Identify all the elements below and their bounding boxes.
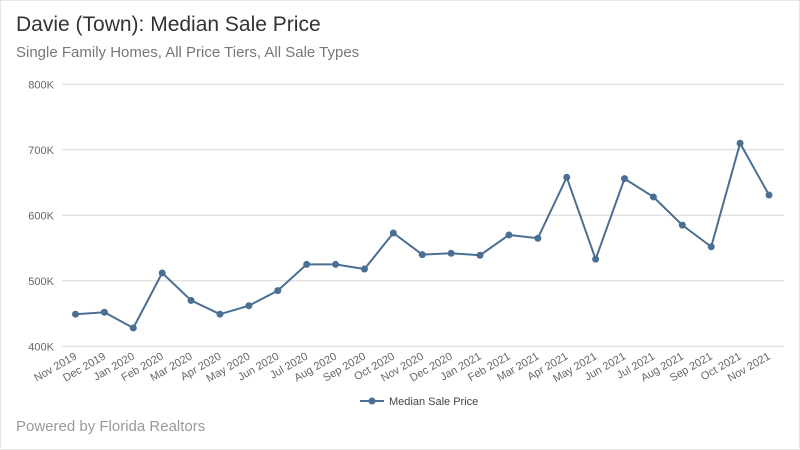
data-point	[649, 193, 657, 201]
data-point	[765, 191, 773, 199]
data-point	[100, 308, 108, 316]
chart-subtitle: Single Family Homes, All Price Tiers, Al…	[16, 44, 360, 61]
y-tick-label: 500K	[28, 276, 54, 288]
data-point	[187, 296, 195, 304]
data-point	[447, 249, 455, 257]
legend-marker	[368, 397, 376, 405]
data-point	[621, 175, 629, 183]
data-point	[158, 269, 166, 277]
data-point	[303, 260, 311, 268]
data-point	[678, 221, 686, 229]
data-point	[245, 302, 253, 310]
data-point	[534, 234, 542, 242]
data-point	[360, 265, 368, 273]
data-point	[505, 231, 513, 239]
y-tick-label: 400K	[28, 341, 54, 353]
y-tick-label: 800K	[28, 79, 54, 91]
series-line	[75, 140, 770, 330]
chart-title: Davie (Town): Median Sale Price	[16, 13, 321, 36]
powered-by-footer[interactable]: Powered by Florida Realtors	[16, 418, 206, 435]
data-point	[129, 324, 137, 332]
data-point	[332, 260, 340, 268]
data-point	[418, 251, 426, 259]
data-point	[476, 251, 484, 259]
data-point	[216, 310, 224, 318]
data-point	[707, 243, 715, 251]
y-tick-label: 700K	[28, 145, 54, 157]
data-point	[389, 229, 397, 237]
data-point	[592, 255, 600, 263]
y-tick-label: 600K	[28, 210, 54, 222]
data-point	[563, 173, 571, 181]
legend-label: Median Sale Price	[389, 396, 478, 408]
data-point	[274, 287, 282, 295]
data-point	[736, 139, 744, 147]
data-point	[72, 310, 79, 318]
